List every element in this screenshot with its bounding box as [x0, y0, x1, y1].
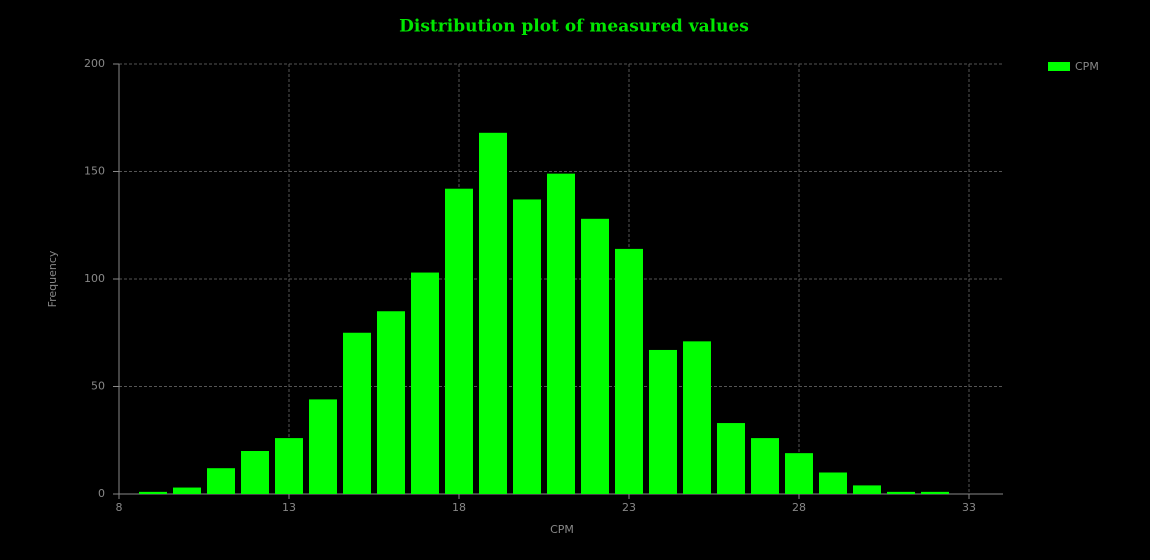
bar [445, 188, 473, 494]
y-tick-label: 200 [84, 57, 105, 70]
bar [683, 341, 711, 494]
legend-swatch [1048, 62, 1070, 71]
bar [275, 438, 303, 494]
bar [513, 199, 541, 494]
bar [411, 272, 439, 494]
x-tick-label: 13 [282, 501, 296, 514]
legend-label: CPM [1075, 60, 1099, 73]
bar [887, 491, 915, 494]
bar [717, 423, 745, 494]
bar [207, 468, 235, 494]
y-axis-label: Frequency [46, 250, 59, 307]
bar [751, 438, 779, 494]
x-tick-label: 28 [792, 501, 806, 514]
y-tick-label: 50 [91, 380, 105, 393]
y-tick-label: 100 [84, 272, 105, 285]
bar [309, 399, 337, 494]
bar [377, 311, 405, 494]
bar [241, 451, 269, 494]
chart-title: Distribution plot of measured values [399, 17, 749, 37]
x-axis-label: CPM [550, 523, 574, 536]
bar [649, 349, 677, 494]
bar [343, 332, 371, 494]
y-tick-label: 0 [98, 487, 105, 500]
bar [581, 218, 609, 495]
bar [785, 453, 813, 494]
bar [615, 248, 643, 494]
x-tick-label: 18 [452, 501, 466, 514]
x-tick-label: 8 [116, 501, 123, 514]
bar [547, 173, 575, 494]
y-tick-label: 150 [84, 165, 105, 178]
bar [479, 132, 507, 495]
bar [853, 485, 881, 494]
bar [173, 487, 201, 494]
bar [819, 472, 847, 494]
bar [139, 491, 167, 494]
x-tick-label: 23 [622, 501, 636, 514]
x-tick-label: 33 [962, 501, 976, 514]
bar [921, 491, 949, 494]
